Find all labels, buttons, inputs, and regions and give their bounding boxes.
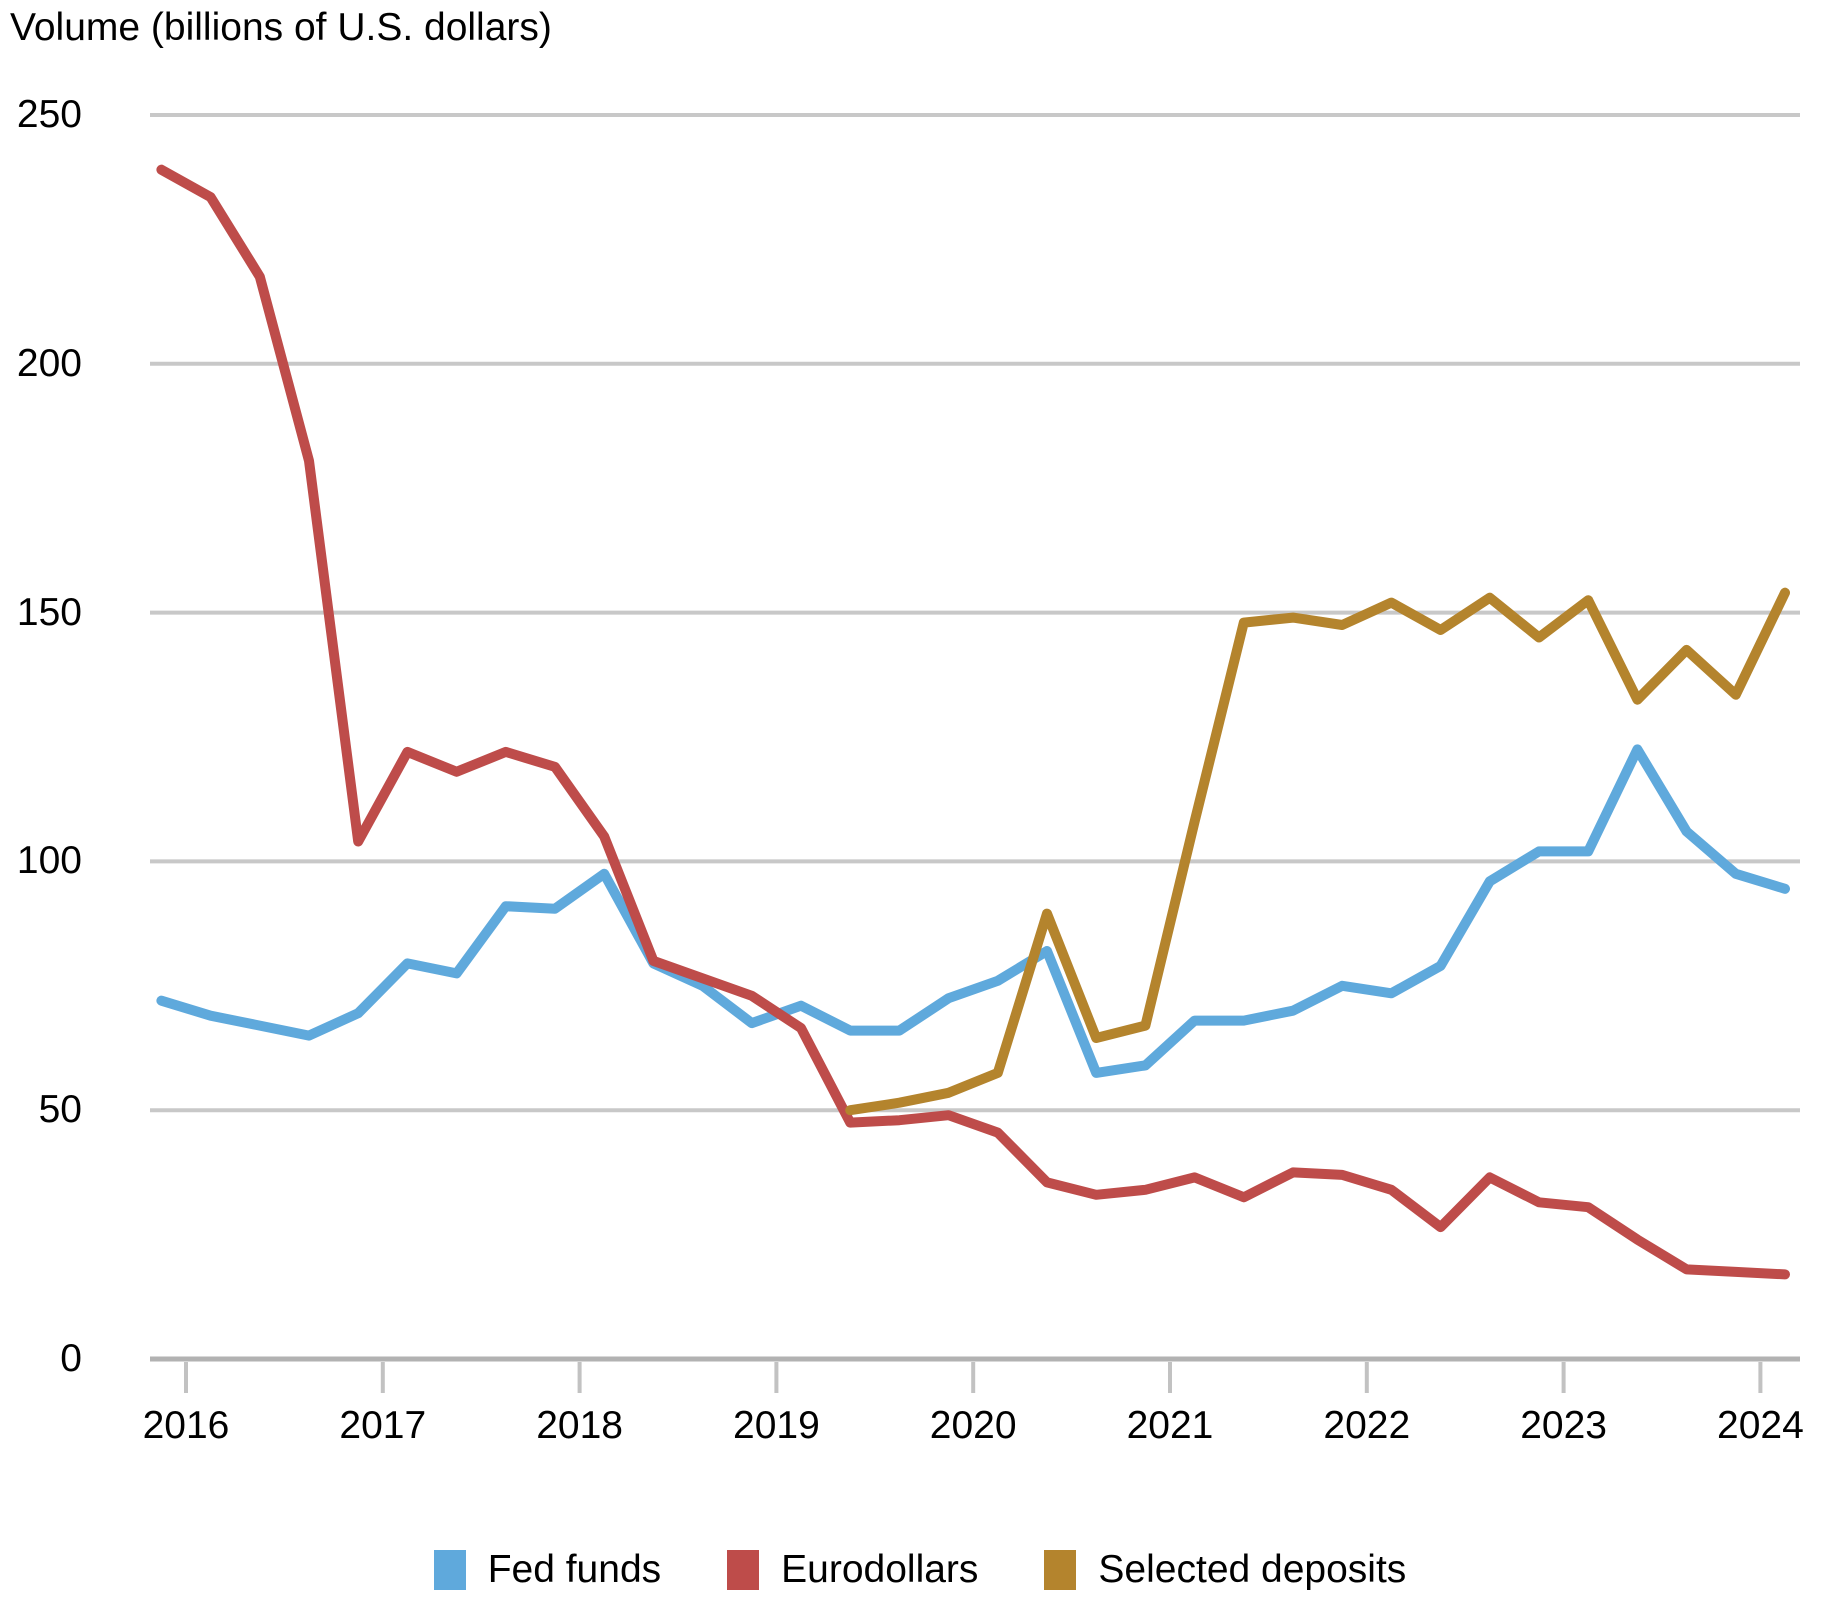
x-tick-label: 2024 bbox=[1717, 1404, 1804, 1447]
series-line-eurodollars bbox=[156, 164, 1790, 1280]
x-tick-label: 2018 bbox=[536, 1404, 623, 1447]
x-tick-label: 2021 bbox=[1126, 1404, 1214, 1447]
legend-item-selected-deposits: Selected deposits bbox=[1044, 1548, 1406, 1592]
x-tick-label: 2022 bbox=[1323, 1404, 1411, 1447]
x-tick-label: 2019 bbox=[733, 1404, 820, 1447]
legend-item-fed-funds: Fed funds bbox=[433, 1548, 662, 1592]
chart-title: Volume (billions of U.S. dollars) bbox=[10, 6, 552, 49]
y-tick-label: 200 bbox=[16, 341, 82, 385]
series-line-fed-funds bbox=[156, 744, 1790, 1078]
y-tick-label: 150 bbox=[16, 590, 82, 634]
series-line-selected-deposits bbox=[845, 587, 1790, 1116]
legend: Fed funds Eurodollars Selected deposits bbox=[0, 1548, 1840, 1592]
x-tick-label: 2016 bbox=[142, 1404, 230, 1447]
x-tick-label: 2023 bbox=[1520, 1404, 1607, 1447]
x-tick-label: 2020 bbox=[929, 1404, 1017, 1447]
legend-swatch-icon bbox=[1044, 1550, 1077, 1590]
legend-swatch-icon bbox=[433, 1550, 466, 1590]
legend-label: Fed funds bbox=[487, 1548, 662, 1591]
legend-swatch-icon bbox=[727, 1550, 760, 1590]
y-tick-label: 50 bbox=[38, 1088, 82, 1132]
y-tick-label: 250 bbox=[16, 93, 82, 136]
y-tick-label: 100 bbox=[16, 839, 82, 883]
legend-label: Selected deposits bbox=[1098, 1548, 1407, 1591]
x-tick-label: 2017 bbox=[339, 1404, 427, 1447]
y-tick-label: 0 bbox=[60, 1337, 82, 1380]
legend-label: Eurodollars bbox=[781, 1548, 979, 1591]
legend-item-eurodollars: Eurodollars bbox=[727, 1548, 978, 1592]
